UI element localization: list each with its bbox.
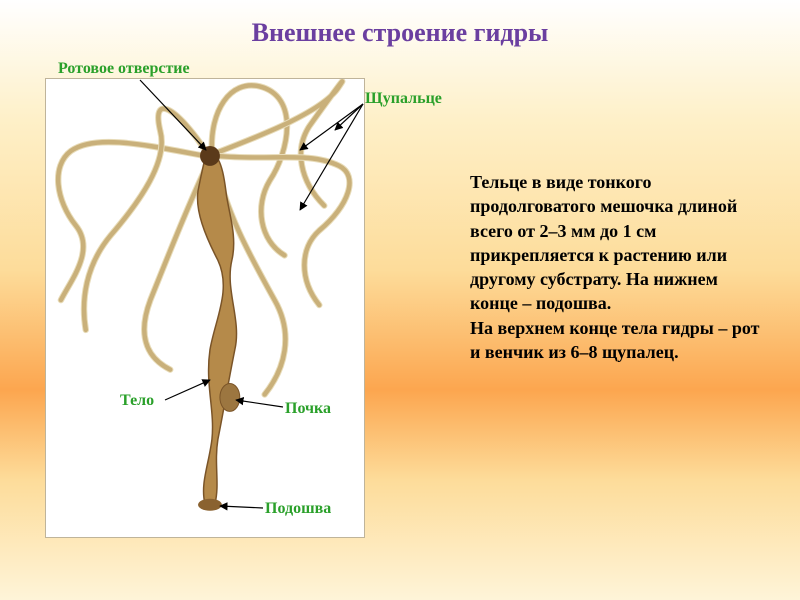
label-foot: Подошва — [265, 500, 331, 518]
label-bud: Почка — [285, 400, 331, 418]
description-text: Тельце в виде тонкого продолговатого меш… — [470, 170, 770, 364]
label-body: Тело — [120, 392, 154, 410]
diagram-box — [45, 78, 365, 538]
label-tentacle: Щупальце — [365, 90, 442, 108]
hydra-illustration — [46, 79, 364, 537]
page-title: Внешнее строение гидры — [0, 18, 800, 48]
label-mouth: Ротовое отверстие — [58, 60, 190, 78]
